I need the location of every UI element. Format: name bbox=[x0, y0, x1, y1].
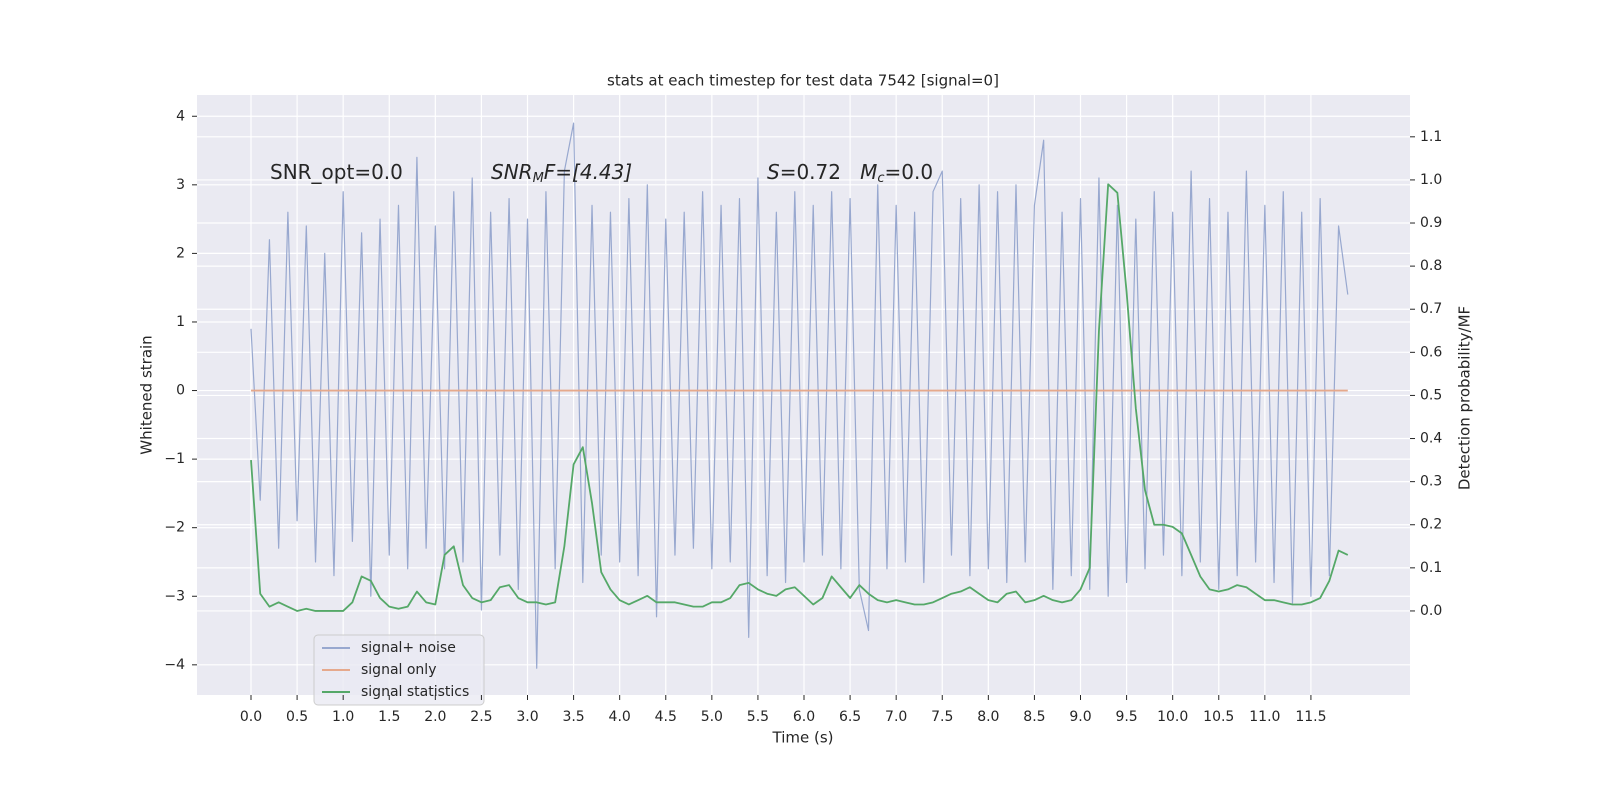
x-tick-label: 5.5 bbox=[747, 709, 769, 725]
annotation-text: S bbox=[767, 160, 780, 184]
x-tick-label: 3.0 bbox=[516, 709, 538, 725]
x-tick-label: 6.0 bbox=[793, 709, 815, 725]
y2-tick-label: 0.7 bbox=[1420, 301, 1442, 317]
y-tick-label: −4 bbox=[164, 657, 185, 673]
series-line bbox=[250, 122, 1349, 669]
y2-tick-label: 0.5 bbox=[1420, 387, 1442, 403]
x-tick-label: 1.5 bbox=[378, 709, 400, 725]
y2-tick-label: 0.1 bbox=[1420, 560, 1442, 576]
annotation-text: F=[4.43] bbox=[544, 160, 632, 184]
x-tick-label: 10.5 bbox=[1203, 709, 1234, 725]
x-axis-label: Time (s) bbox=[772, 729, 834, 747]
y-tick-label: 1 bbox=[176, 314, 185, 330]
x-tick-label: 2.5 bbox=[470, 709, 492, 725]
annotation: SNRMF=[4.43] bbox=[491, 160, 632, 186]
x-tick-label: 7.0 bbox=[885, 709, 907, 725]
x-tick-label: 1.0 bbox=[332, 709, 354, 725]
y2-tick-label: 0.8 bbox=[1420, 258, 1442, 274]
legend-label: signal+ noise bbox=[361, 640, 456, 656]
annotation-text: SNR_opt=0.0 bbox=[270, 160, 403, 184]
x-tick-label: 6.5 bbox=[839, 709, 861, 725]
y2-tick-label: 1.0 bbox=[1420, 172, 1442, 188]
x-tick-label: 0.0 bbox=[240, 709, 262, 725]
y-tick-label: 0 bbox=[176, 383, 185, 399]
chart-title: stats at each timestep for test data 754… bbox=[607, 72, 999, 90]
y2-tick-label: 0.9 bbox=[1420, 215, 1442, 231]
y2-tick-label: 0.4 bbox=[1420, 431, 1442, 447]
x-tick-label: 4.5 bbox=[655, 709, 677, 725]
y-tick-label: 2 bbox=[176, 245, 185, 261]
y2-tick-label: 0.0 bbox=[1420, 603, 1442, 619]
y-axis-label: Whitened strain bbox=[138, 335, 156, 454]
annotation: S=0.72 Mc=0.0 bbox=[767, 160, 933, 186]
marks bbox=[250, 122, 1349, 669]
x-tick-label: 10.0 bbox=[1157, 709, 1188, 725]
legend: signal+ noise signal only signal statistic… bbox=[313, 634, 485, 706]
y2-tick-label: 0.6 bbox=[1420, 344, 1442, 360]
x-tick-label: 8.5 bbox=[1023, 709, 1045, 725]
y-tick-label: −1 bbox=[164, 451, 185, 467]
y2-tick-label: 1.1 bbox=[1420, 129, 1442, 145]
annotation-text: =0.0 bbox=[885, 160, 934, 184]
y2-tick-label: 0.3 bbox=[1420, 474, 1442, 490]
y-tick-label: 4 bbox=[176, 108, 185, 124]
annotation-text: M bbox=[860, 160, 877, 184]
y-tick-label: −3 bbox=[164, 588, 185, 604]
y-tick-label: 3 bbox=[176, 177, 185, 193]
legend-label: signal only bbox=[361, 662, 436, 678]
y2-axis-label: Detection probability/MF bbox=[1456, 306, 1474, 490]
x-tick-label: 9.5 bbox=[1115, 709, 1137, 725]
x-tick-label: 11.0 bbox=[1249, 709, 1280, 725]
annotation-text: SNR bbox=[491, 160, 533, 184]
x-tick-label: 9.0 bbox=[1069, 709, 1091, 725]
x-tick-label: 0.5 bbox=[286, 709, 308, 725]
annotation-text: =0.72 bbox=[780, 160, 860, 184]
y-tick-label: −2 bbox=[164, 520, 185, 536]
y2-tick-label: 0.2 bbox=[1420, 517, 1442, 533]
x-tick-label: 8.0 bbox=[977, 709, 999, 725]
x-tick-label: 4.0 bbox=[609, 709, 631, 725]
x-tick-label: 11.5 bbox=[1295, 709, 1326, 725]
annotation: SNR_opt=0.0 bbox=[270, 160, 403, 184]
annotation-subscript: M bbox=[533, 171, 544, 186]
series-line bbox=[250, 183, 1349, 612]
x-tick-label: 5.0 bbox=[701, 709, 723, 725]
x-tick-label: 3.5 bbox=[562, 709, 584, 725]
x-tick-label: 7.5 bbox=[931, 709, 953, 725]
legend-label: signal statistics bbox=[361, 684, 469, 700]
legend-box bbox=[313, 634, 485, 706]
x-tick-label: 2.0 bbox=[424, 709, 446, 725]
annotation-subscript: c bbox=[877, 171, 884, 186]
